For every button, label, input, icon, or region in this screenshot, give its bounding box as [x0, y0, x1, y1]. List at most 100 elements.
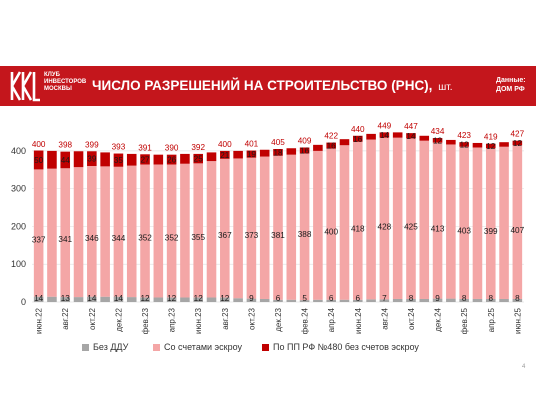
bar-escrow: [166, 164, 177, 298]
bar-bez-ddu: [273, 299, 283, 302]
bar-bez-ddu: [459, 298, 469, 302]
total-data-label: 423: [457, 131, 471, 140]
total-data-label: 427: [511, 130, 525, 139]
bar-pp480: [126, 153, 137, 166]
total-data-label: 398: [58, 141, 72, 150]
club-line: КЛУБ: [44, 72, 60, 78]
escrow-data-label: 355: [191, 233, 205, 242]
bar-pp480: [246, 150, 257, 158]
bar-bez-ddu: [326, 299, 336, 302]
legend-escrow-label: Со счетами эскроу: [164, 342, 242, 352]
bar-bez-ddu: [180, 297, 190, 302]
bar-bez-ddu: [286, 299, 297, 302]
bez-ddu-data-label: 12: [167, 294, 177, 303]
pp480-data-label: 44: [61, 156, 71, 165]
bar-bez-ddu: [499, 298, 509, 302]
bar-escrow: [246, 157, 257, 299]
bar-pp480: [166, 154, 177, 165]
bar-escrow: [419, 140, 430, 299]
bar-bez-ddu: [259, 298, 270, 302]
x-tick-label: фев.23: [141, 307, 150, 334]
source-value: ДОМ РФ: [496, 86, 525, 93]
x-tick-label: дек.24: [434, 307, 443, 331]
bar-bez-ddu: [339, 299, 350, 302]
bez-ddu-data-label: 7: [382, 294, 387, 303]
bar-escrow: [273, 155, 283, 300]
total-data-label: 405: [271, 138, 285, 147]
bar-bez-ddu: [512, 298, 523, 302]
pp480-data-label: 14: [406, 132, 416, 141]
page-number: 4: [522, 364, 526, 370]
total-data-label: 392: [191, 143, 205, 152]
bar-pp480: [273, 149, 283, 156]
bar-bez-ddu: [206, 297, 217, 302]
y-tick-label: 200: [11, 221, 26, 231]
bar-escrow: [73, 167, 84, 298]
escrow-data-label: 346: [85, 234, 99, 243]
bar-escrow: [313, 150, 323, 300]
bar-bez-ddu: [140, 297, 150, 302]
bar-pp480: [33, 150, 44, 170]
page-title: ЧИСЛО РАЗРЕШЕНИЙ НА СТРОИТЕЛЬСТВО (РНС),…: [92, 78, 452, 93]
bez-ddu-data-label: 12: [194, 294, 204, 303]
bar-escrow: [113, 166, 124, 297]
bez-ddu-data-label: 8: [515, 294, 520, 303]
bar-bez-ddu: [379, 299, 390, 302]
x-tick-label: июн.25: [513, 307, 522, 334]
total-data-label: 400: [218, 140, 232, 149]
bar-pp480: [73, 151, 84, 168]
bar-escrow: [432, 142, 443, 299]
bar-pp480: [326, 142, 336, 149]
x-tick-label: апр.25: [487, 307, 496, 332]
bar-bez-ddu: [153, 297, 164, 302]
bar-pp480: [379, 132, 390, 138]
total-data-label: 390: [165, 144, 179, 153]
escrow-data-label: 407: [511, 226, 525, 235]
total-data-label: 434: [431, 127, 445, 136]
bar-bez-ddu: [166, 297, 177, 302]
bar-escrow: [352, 141, 363, 300]
bar-pp480: [87, 151, 97, 166]
escrow-data-label: 399: [484, 227, 498, 236]
bar-pp480: [206, 152, 217, 162]
club-name: КЛУБ ИНВЕСТОРОВ МОСКВЫ: [44, 72, 86, 93]
bar-escrow: [379, 137, 390, 300]
bar-pp480: [220, 150, 230, 159]
bar-bez-ddu: [352, 299, 363, 302]
source-label: Данные:: [496, 77, 526, 84]
total-data-label: 400: [32, 140, 46, 149]
pp480-data-label: 18: [273, 148, 283, 157]
x-tick-label: апр.23: [168, 307, 177, 332]
total-data-label: 409: [298, 136, 312, 145]
pp480-data-label: 19: [247, 150, 257, 159]
legend-bez-ddu-label: Без ДДУ: [93, 342, 129, 352]
total-data-label: 422: [324, 132, 338, 141]
bar-bez-ddu: [432, 298, 443, 302]
bar-escrow: [220, 158, 230, 298]
bar-pp480: [286, 148, 297, 155]
bar-escrow: [140, 164, 150, 298]
bar-pp480: [233, 150, 243, 159]
bar-escrow: [366, 139, 376, 300]
escrow-data-label: 418: [351, 225, 365, 234]
pp480-data-label: 50: [34, 156, 44, 165]
bar-escrow: [485, 148, 496, 299]
bar-bez-ddu: [446, 298, 456, 302]
bez-ddu-data-label: 14: [87, 294, 97, 303]
club-line: ИНВЕСТОРОВ: [44, 79, 87, 85]
pp480-data-label: 26: [167, 156, 177, 165]
bez-ddu-data-label: 6: [276, 294, 281, 303]
bez-ddu-data-label: 13: [61, 294, 71, 303]
escrow-data-label: 381: [271, 231, 285, 240]
bar-pp480: [485, 143, 496, 149]
x-tick-label: авг.22: [61, 307, 70, 329]
bar-bez-ddu: [406, 298, 416, 302]
bar-pp480: [193, 153, 204, 164]
pp480-data-label: 14: [380, 131, 390, 140]
bar-bez-ddu: [87, 296, 97, 302]
bar-pp480: [446, 139, 456, 145]
bar-bez-ddu: [233, 298, 243, 302]
bar-escrow: [339, 145, 350, 300]
x-tick-label: фев.25: [460, 307, 469, 334]
bez-ddu-data-label: 5: [302, 294, 307, 303]
